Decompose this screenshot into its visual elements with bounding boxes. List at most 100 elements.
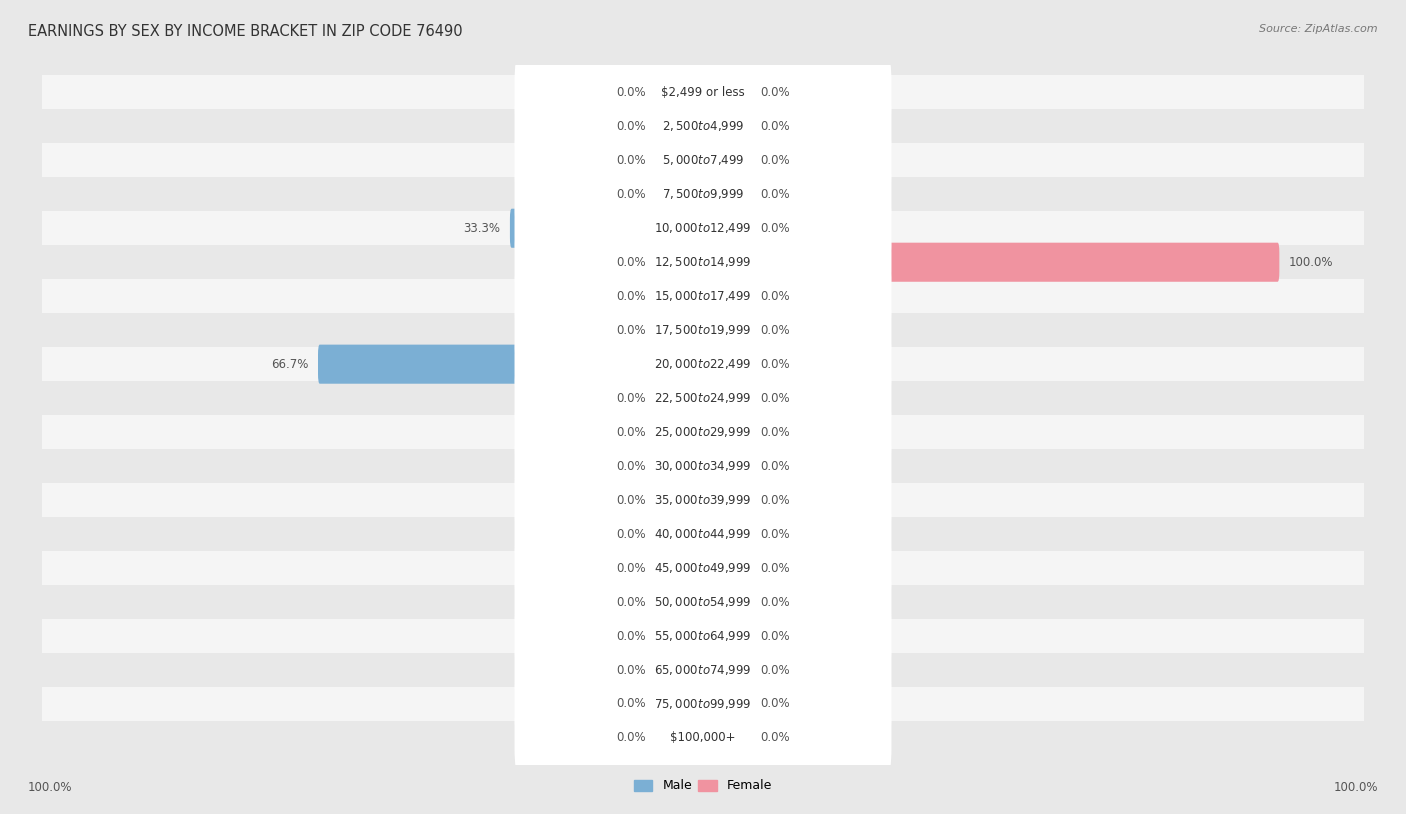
FancyBboxPatch shape xyxy=(702,514,751,554)
FancyBboxPatch shape xyxy=(655,72,704,112)
Text: 0.0%: 0.0% xyxy=(616,85,645,98)
Legend: Male, Female: Male, Female xyxy=(628,774,778,798)
Text: $2,499 or less: $2,499 or less xyxy=(661,85,745,98)
Text: $25,000 to $29,999: $25,000 to $29,999 xyxy=(654,425,752,439)
FancyBboxPatch shape xyxy=(515,667,891,741)
Text: $100,000+: $100,000+ xyxy=(671,732,735,745)
Bar xyxy=(0,177,1406,212)
Text: $5,000 to $7,499: $5,000 to $7,499 xyxy=(662,153,744,167)
Text: 0.0%: 0.0% xyxy=(616,562,645,575)
Text: 0.0%: 0.0% xyxy=(616,256,645,269)
Text: 0.0%: 0.0% xyxy=(761,290,790,303)
FancyBboxPatch shape xyxy=(702,719,751,758)
FancyBboxPatch shape xyxy=(702,311,751,350)
FancyBboxPatch shape xyxy=(702,549,751,588)
Text: 0.0%: 0.0% xyxy=(616,629,645,642)
Bar xyxy=(0,449,1406,483)
Text: 0.0%: 0.0% xyxy=(761,698,790,711)
Text: 0.0%: 0.0% xyxy=(616,154,645,167)
Bar xyxy=(0,483,1406,517)
Bar xyxy=(0,551,1406,585)
FancyBboxPatch shape xyxy=(655,685,704,724)
FancyBboxPatch shape xyxy=(515,633,891,707)
Text: 0.0%: 0.0% xyxy=(616,663,645,676)
FancyBboxPatch shape xyxy=(515,260,891,333)
Text: 0.0%: 0.0% xyxy=(616,460,645,473)
FancyBboxPatch shape xyxy=(515,225,891,299)
Text: 0.0%: 0.0% xyxy=(616,324,645,337)
FancyBboxPatch shape xyxy=(702,583,751,622)
Text: 0.0%: 0.0% xyxy=(761,732,790,745)
Text: $7,500 to $9,999: $7,500 to $9,999 xyxy=(662,187,744,201)
FancyBboxPatch shape xyxy=(515,532,891,605)
Text: $45,000 to $49,999: $45,000 to $49,999 xyxy=(654,561,752,575)
Bar xyxy=(0,653,1406,687)
Bar xyxy=(0,415,1406,449)
FancyBboxPatch shape xyxy=(515,599,891,672)
Bar xyxy=(0,109,1406,143)
Text: 0.0%: 0.0% xyxy=(616,426,645,439)
Text: $17,500 to $19,999: $17,500 to $19,999 xyxy=(654,323,752,337)
Bar xyxy=(0,279,1406,313)
Text: 33.3%: 33.3% xyxy=(463,221,501,234)
FancyBboxPatch shape xyxy=(515,56,891,129)
Bar xyxy=(0,245,1406,279)
FancyBboxPatch shape xyxy=(655,583,704,622)
FancyBboxPatch shape xyxy=(515,566,891,638)
FancyBboxPatch shape xyxy=(655,650,704,689)
Text: 100.0%: 100.0% xyxy=(1333,781,1378,794)
FancyBboxPatch shape xyxy=(702,208,751,247)
Text: 0.0%: 0.0% xyxy=(761,426,790,439)
Text: Source: ZipAtlas.com: Source: ZipAtlas.com xyxy=(1260,24,1378,34)
FancyBboxPatch shape xyxy=(318,344,704,383)
Bar xyxy=(0,687,1406,721)
FancyBboxPatch shape xyxy=(515,396,891,469)
FancyBboxPatch shape xyxy=(515,124,891,197)
FancyBboxPatch shape xyxy=(655,480,704,519)
Text: 0.0%: 0.0% xyxy=(761,460,790,473)
FancyBboxPatch shape xyxy=(655,549,704,588)
Text: 0.0%: 0.0% xyxy=(761,357,790,370)
Bar xyxy=(0,143,1406,177)
FancyBboxPatch shape xyxy=(515,328,891,400)
Text: 0.0%: 0.0% xyxy=(616,120,645,133)
FancyBboxPatch shape xyxy=(655,616,704,655)
Text: $10,000 to $12,499: $10,000 to $12,499 xyxy=(654,221,752,235)
Text: 0.0%: 0.0% xyxy=(761,120,790,133)
Text: $75,000 to $99,999: $75,000 to $99,999 xyxy=(654,697,752,711)
FancyBboxPatch shape xyxy=(702,243,1279,282)
Text: 0.0%: 0.0% xyxy=(616,732,645,745)
Text: 0.0%: 0.0% xyxy=(761,85,790,98)
FancyBboxPatch shape xyxy=(702,141,751,180)
Bar xyxy=(0,348,1406,381)
FancyBboxPatch shape xyxy=(515,192,891,265)
FancyBboxPatch shape xyxy=(702,107,751,146)
FancyBboxPatch shape xyxy=(655,447,704,486)
Text: $2,500 to $4,999: $2,500 to $4,999 xyxy=(662,120,744,133)
Text: 0.0%: 0.0% xyxy=(761,221,790,234)
FancyBboxPatch shape xyxy=(702,277,751,316)
Text: $65,000 to $74,999: $65,000 to $74,999 xyxy=(654,663,752,677)
Text: $35,000 to $39,999: $35,000 to $39,999 xyxy=(654,493,752,507)
Text: $22,500 to $24,999: $22,500 to $24,999 xyxy=(654,392,752,405)
FancyBboxPatch shape xyxy=(702,175,751,214)
FancyBboxPatch shape xyxy=(655,379,704,418)
Text: 66.7%: 66.7% xyxy=(271,357,308,370)
Text: $30,000 to $34,999: $30,000 to $34,999 xyxy=(654,459,752,473)
FancyBboxPatch shape xyxy=(515,430,891,503)
Bar xyxy=(0,313,1406,348)
FancyBboxPatch shape xyxy=(655,107,704,146)
FancyBboxPatch shape xyxy=(515,463,891,536)
Text: $50,000 to $54,999: $50,000 to $54,999 xyxy=(654,595,752,609)
Text: 0.0%: 0.0% xyxy=(616,527,645,540)
FancyBboxPatch shape xyxy=(655,719,704,758)
FancyBboxPatch shape xyxy=(510,208,704,247)
Text: 0.0%: 0.0% xyxy=(761,154,790,167)
Text: 0.0%: 0.0% xyxy=(761,562,790,575)
FancyBboxPatch shape xyxy=(702,650,751,689)
FancyBboxPatch shape xyxy=(702,447,751,486)
Text: 0.0%: 0.0% xyxy=(616,290,645,303)
FancyBboxPatch shape xyxy=(702,685,751,724)
FancyBboxPatch shape xyxy=(702,616,751,655)
Text: 0.0%: 0.0% xyxy=(761,629,790,642)
